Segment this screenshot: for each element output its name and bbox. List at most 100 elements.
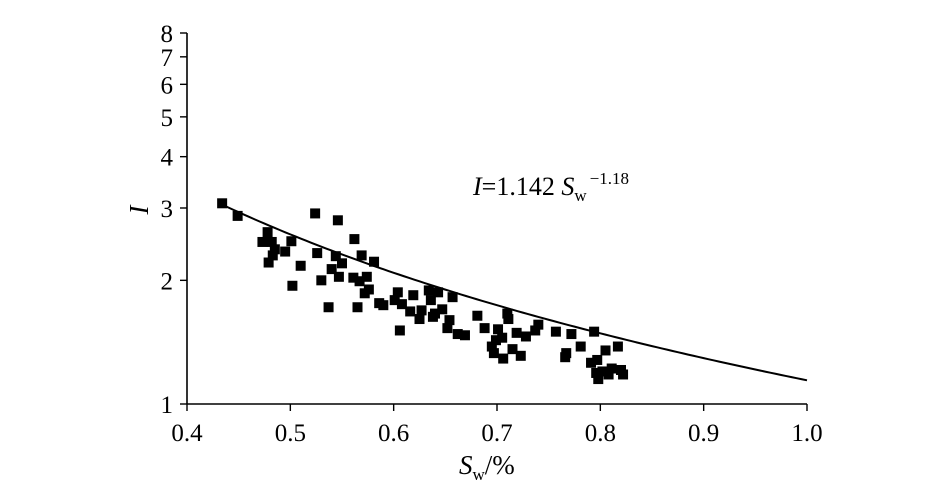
y-axis-title: I bbox=[124, 204, 154, 216]
data-point bbox=[217, 198, 228, 209]
data-point bbox=[442, 323, 453, 334]
data-point bbox=[566, 329, 577, 340]
data-point bbox=[378, 300, 389, 311]
data-point bbox=[349, 234, 360, 245]
data-point bbox=[530, 325, 541, 336]
data-points bbox=[217, 198, 629, 385]
data-point bbox=[497, 332, 508, 343]
axes bbox=[180, 32, 808, 411]
data-point bbox=[280, 246, 291, 257]
y-tick-label: 1 bbox=[161, 392, 174, 419]
x-tick-label: 0.8 bbox=[585, 420, 616, 447]
data-point bbox=[444, 315, 455, 326]
data-point bbox=[348, 272, 359, 283]
data-point bbox=[575, 341, 586, 352]
data-point bbox=[561, 348, 572, 359]
data-point bbox=[389, 295, 400, 306]
data-point bbox=[550, 326, 561, 337]
data-point bbox=[600, 345, 611, 356]
data-point bbox=[332, 215, 343, 226]
x-tick-label: 0.7 bbox=[481, 420, 512, 447]
data-point bbox=[498, 353, 509, 364]
data-point bbox=[267, 250, 278, 261]
data-point bbox=[447, 292, 458, 303]
y-tick-label: 8 bbox=[161, 21, 174, 48]
data-point bbox=[606, 363, 617, 374]
data-point bbox=[618, 369, 629, 380]
data-point bbox=[356, 250, 367, 261]
x-tick-label: 0.6 bbox=[378, 420, 409, 447]
data-point bbox=[430, 308, 440, 319]
x-tick-label: 0.5 bbox=[275, 420, 306, 447]
data-point bbox=[286, 236, 297, 247]
data-point bbox=[266, 236, 277, 247]
data-point bbox=[396, 299, 407, 310]
data-point bbox=[597, 366, 608, 377]
data-point bbox=[337, 258, 347, 269]
data-point bbox=[414, 314, 425, 325]
data-point bbox=[472, 310, 483, 321]
data-point bbox=[486, 341, 497, 352]
data-point bbox=[363, 284, 374, 295]
equation-annotation: I=1.142 Sw−1.18 bbox=[472, 169, 629, 205]
data-point bbox=[287, 280, 298, 291]
data-point bbox=[295, 260, 306, 271]
data-point bbox=[503, 314, 514, 325]
data-point bbox=[593, 374, 604, 385]
y-tick-label: 6 bbox=[161, 72, 174, 99]
data-point bbox=[612, 341, 623, 352]
data-point bbox=[263, 257, 274, 268]
data-point bbox=[369, 256, 380, 267]
data-point bbox=[488, 348, 499, 359]
x-tick-label: 1.0 bbox=[791, 420, 822, 447]
data-point bbox=[490, 335, 501, 346]
data-point bbox=[352, 302, 363, 313]
data-point bbox=[589, 326, 600, 337]
data-point bbox=[591, 367, 602, 378]
data-point bbox=[433, 287, 444, 298]
x-axis-title: Sw/% bbox=[459, 450, 515, 484]
fit-line bbox=[222, 204, 808, 382]
data-point bbox=[361, 271, 372, 282]
data-point bbox=[459, 330, 470, 341]
data-point bbox=[416, 305, 427, 316]
x-tick-labels: 0.4 0.5 0.6 0.7 0.8 0.9 1.0 bbox=[171, 420, 822, 447]
y-tick-labels: 1 2 3 4 5 678 bbox=[161, 21, 174, 419]
y-tick-label: 2 bbox=[161, 268, 174, 295]
data-point bbox=[507, 344, 518, 355]
data-point bbox=[330, 251, 341, 262]
data-point bbox=[333, 271, 344, 282]
y-tick-label: 7 bbox=[161, 45, 174, 72]
data-point bbox=[479, 323, 490, 334]
data-point bbox=[425, 295, 436, 306]
data-point bbox=[257, 236, 268, 247]
data-point bbox=[423, 285, 434, 296]
x-tick-label: 0.4 bbox=[171, 420, 203, 447]
data-point bbox=[515, 350, 526, 361]
data-point bbox=[452, 329, 463, 340]
data-point bbox=[533, 319, 544, 330]
data-point bbox=[232, 210, 243, 221]
fit-line-layer bbox=[222, 204, 808, 382]
data-point bbox=[502, 308, 513, 319]
x-tick-label: 0.9 bbox=[688, 420, 719, 447]
data-point bbox=[405, 306, 416, 317]
data-point bbox=[592, 354, 603, 365]
data-point bbox=[603, 369, 614, 380]
data-point bbox=[520, 331, 531, 342]
data-point bbox=[326, 264, 337, 275]
y-tick-label: 3 bbox=[161, 196, 174, 223]
data-point bbox=[310, 208, 321, 219]
data-point bbox=[354, 276, 365, 287]
data-point bbox=[394, 325, 405, 336]
y-tick-label: 5 bbox=[161, 105, 174, 132]
data-point bbox=[511, 327, 522, 338]
data-point bbox=[262, 227, 273, 238]
data-point bbox=[437, 304, 448, 315]
data-point bbox=[586, 357, 597, 368]
data-point bbox=[269, 244, 280, 255]
data-point bbox=[392, 287, 403, 298]
data-point bbox=[323, 302, 334, 313]
data-point bbox=[408, 290, 419, 301]
